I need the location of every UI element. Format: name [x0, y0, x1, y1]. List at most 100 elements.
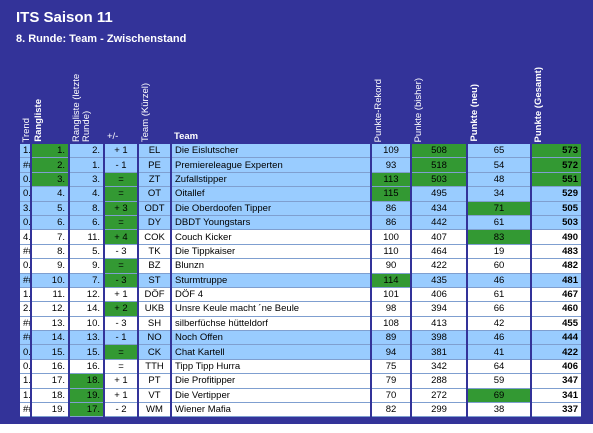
column-header: Trend [18, 48, 32, 144]
table-cell: 54 [466, 157, 531, 173]
table-cell: 114 [370, 273, 411, 288]
column-header: Rangliste [30, 48, 69, 144]
table-cell: 490 [530, 229, 581, 245]
column-header-text: Trend [21, 117, 32, 142]
table-cell: + 1 [103, 144, 138, 159]
table-cell: 6. [30, 215, 69, 231]
table-cell: 0. [18, 359, 31, 375]
table-cell: 18. [68, 373, 104, 389]
table-cell: 3. [30, 172, 69, 188]
table-cell: BZ [137, 258, 171, 274]
table-cell: Premiereleague Experten [170, 157, 371, 173]
table-cell: ### [18, 316, 31, 332]
table-cell: 18. [30, 388, 69, 404]
table-cell: Oitallef [170, 186, 371, 202]
table-cell: Couch Kicker [170, 229, 371, 245]
table-cell: 14. [68, 301, 104, 317]
table-cell: 59 [466, 373, 531, 389]
table-cell: 460 [530, 301, 581, 317]
table-cell: 12. [68, 287, 104, 303]
table-cell: 407 [410, 229, 467, 245]
table-cell: 15. [68, 344, 104, 360]
table-cell: Die Oberdoofen Tipper [170, 201, 371, 216]
table-cell: PE [137, 157, 171, 173]
column-header: Punkte (Gesamt) [530, 48, 581, 144]
table-cell: 518 [410, 157, 467, 173]
table-row: 0. 9. 9. = BZ Blunzn 90 422 60 482 [18, 258, 581, 274]
table-cell: 272 [410, 388, 467, 404]
table-cell: 13. [30, 316, 69, 332]
table-cell: 15. [30, 344, 69, 360]
table-cell: 100 [370, 229, 411, 245]
table-cell: 406 [530, 359, 581, 375]
table-cell: 109 [370, 144, 411, 159]
table-cell: 0. [18, 186, 31, 202]
table-cell: = [103, 344, 138, 360]
table-cell: 551 [530, 172, 581, 188]
table-cell: 0. [18, 172, 31, 188]
table-cell: Blunzn [170, 258, 371, 274]
table-cell: 17. [68, 402, 104, 418]
table-cell: - 3 [103, 316, 138, 332]
table-cell: 115 [370, 186, 411, 202]
table-cell: 398 [410, 330, 467, 346]
table-cell: 347 [530, 373, 581, 389]
table-cell: 79 [370, 373, 411, 389]
table-cell: 38 [466, 402, 531, 418]
table-cell: - 1 [103, 330, 138, 346]
table-cell: ### [18, 330, 31, 346]
table-cell: 3. [68, 172, 104, 188]
table-cell: - 3 [103, 273, 138, 288]
table-cell: 529 [530, 186, 581, 202]
table-cell: 467 [530, 287, 581, 303]
table-cell: 17. [30, 373, 69, 389]
table-cell: 93 [370, 157, 411, 173]
table-cell: 10. [68, 316, 104, 332]
table-row: 2. 12. 14. + 2 UKB Unsre Keule macht ´ne Beul… [18, 301, 581, 317]
standings-table: Trend Rangliste Rangliste (letzte Runde) +/… [18, 48, 581, 418]
table-cell: TTH [137, 359, 171, 375]
table-cell: 0. [18, 215, 31, 231]
table-cell: 48 [466, 172, 531, 188]
table-cell: 12. [30, 301, 69, 317]
table-cell: = [103, 359, 138, 375]
table-cell: ZT [137, 172, 171, 188]
table-cell: Unsre Keule macht ´ne Beule [170, 301, 371, 317]
table-cell: 482 [530, 258, 581, 274]
table-cell: 442 [410, 215, 467, 231]
table-cell: Sturmtruppe [170, 273, 371, 288]
table-cell: 342 [410, 359, 467, 375]
table-cell: 4. [68, 186, 104, 202]
table-cell: DBDT Youngstars [170, 215, 371, 231]
table-cell: 503 [410, 172, 467, 188]
table-cell: 61 [466, 215, 531, 231]
table-cell: + 3 [103, 201, 138, 216]
table-cell: 13. [68, 330, 104, 346]
table-cell: 108 [370, 316, 411, 332]
table-cell: 444 [530, 330, 581, 346]
table-cell: ### [18, 244, 31, 260]
table-cell: 94 [370, 344, 411, 360]
column-header-text: Punkte (bisher) [413, 77, 424, 142]
table-cell: silberfüchse hütteldorf [170, 316, 371, 332]
table-cell: Wiener Mafia [170, 402, 371, 418]
table-cell: 8. [68, 201, 104, 216]
table-cell: 1. [30, 144, 69, 159]
column-header-text: Punkte-Rekord [373, 78, 384, 142]
table-row: 1. 11. 12. + 1 DÖF DÖF 4 101 406 61 467 [18, 287, 581, 303]
table-cell: 70 [370, 388, 411, 404]
table-cell: 11. [30, 287, 69, 303]
table-cell: 406 [410, 287, 467, 303]
table-cell: DÖF 4 [170, 287, 371, 303]
table-cell: Die Vertipper [170, 388, 371, 404]
table-cell: 483 [530, 244, 581, 260]
table-cell: + 1 [103, 388, 138, 404]
table-cell: 3. [18, 201, 31, 216]
table-cell: - 3 [103, 244, 138, 260]
table-cell: 1. [18, 373, 31, 389]
table-cell: DY [137, 215, 171, 231]
table-row: 3. 5. 8. + 3 ODT Die Oberdoofen Tipper 86 434 71… [18, 201, 581, 216]
table-cell: 86 [370, 215, 411, 231]
column-header: +/- [103, 48, 138, 144]
